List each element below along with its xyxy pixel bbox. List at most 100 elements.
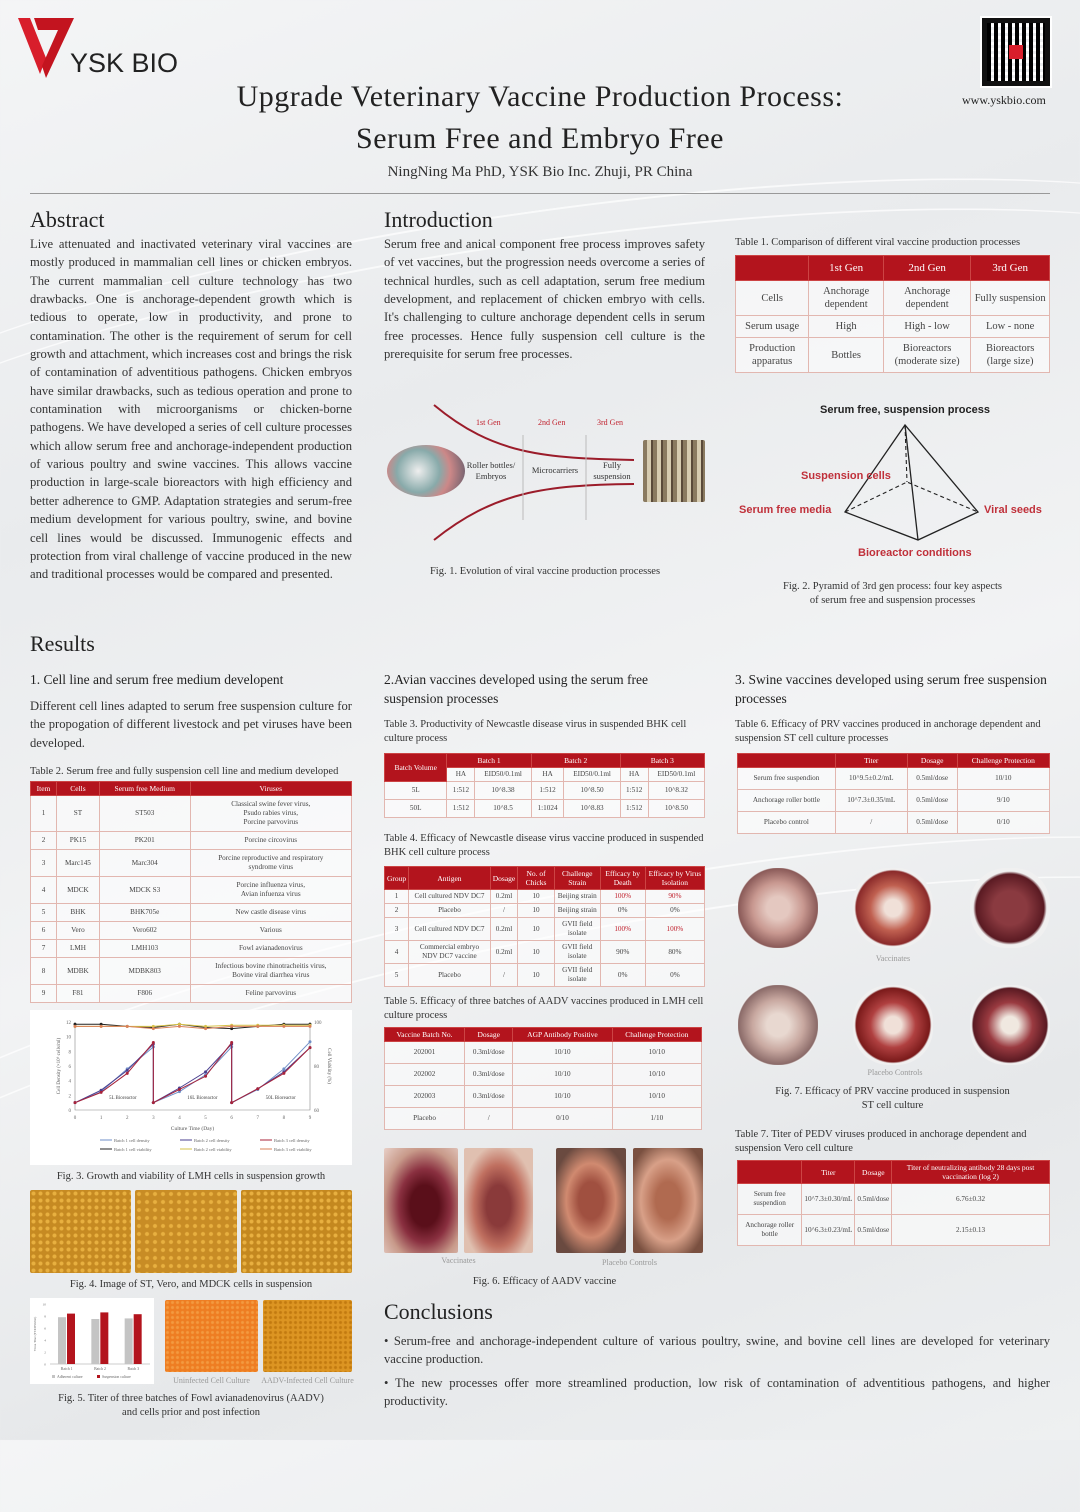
- table-cell: Placebo: [408, 963, 491, 987]
- y-axis-label: Virus Titer (TCID50/ml): [33, 1316, 37, 1351]
- y2-tick-label: 80: [314, 1065, 320, 1070]
- data-point: [282, 1067, 286, 1071]
- column-header: Dosage: [464, 1027, 514, 1042]
- vaccinate-organ-photo: [464, 1148, 533, 1253]
- column-header: Batch Volume: [383, 753, 448, 782]
- qr-logo-icon: [1009, 45, 1023, 59]
- table-cell: GVII field isolate: [553, 940, 601, 964]
- table-cell: Placebo: [383, 1107, 466, 1130]
- column-header: Titer of neutralizing antibody 28 days p…: [891, 1160, 1050, 1184]
- table-cell: 202001: [383, 1041, 466, 1064]
- section-3-heading: 3. Swine vaccines developed using serum …: [735, 672, 1047, 706]
- bar: [124, 1318, 133, 1364]
- table-cell: 10^8.32: [647, 781, 706, 800]
- table-cell: 0%: [599, 903, 646, 918]
- caption-line: and cells prior and post infection: [122, 1407, 260, 1418]
- table-cell: 10^8.5: [474, 799, 532, 818]
- table-cell: High - low: [882, 315, 972, 338]
- table-row: 4 MDCK MDCK S3 Porcine influenza virus, Avia…: [30, 876, 353, 904]
- x-tick-label: Batch 3: [127, 1367, 139, 1371]
- legend-swatch: [97, 1375, 100, 1378]
- table4-grid: Group Antigen Dosage No. of Chicks Challenge…: [383, 866, 706, 987]
- table-cell: Beijing strain: [553, 889, 601, 904]
- table-cell: 9/10: [956, 789, 1051, 812]
- table1-grid: 1st Gen 2nd Gen 3rd Gen Cells Anchorage depe…: [734, 255, 1050, 373]
- table-cell: 10/10: [611, 1085, 703, 1108]
- data-point: [256, 1087, 260, 1091]
- table-cell: 8: [30, 957, 57, 985]
- table-cell: 0%: [599, 963, 646, 987]
- table-7-caption: Table 7. Titer of PEDV viruses produced …: [735, 1129, 1027, 1154]
- vaccinate-lung-photo: [853, 868, 933, 948]
- table-cell: Porcine reproductive and respiratory synd…: [189, 849, 353, 877]
- website[interactable]: www.yskbio.com: [962, 93, 1046, 107]
- x-axis-label: Culture Time (Day): [171, 1125, 215, 1132]
- table-row: 5 Placebo/10 GVII field isolate 0% 0%: [383, 963, 706, 987]
- pyramid-diagram: [843, 423, 980, 541]
- title-line-2: Serum Free and Embryo Free: [356, 122, 724, 155]
- table-cell: 10/10: [611, 1041, 703, 1064]
- legend-label: Batch 3 cell viability: [274, 1147, 312, 1152]
- table-cell: Placebo: [408, 903, 491, 918]
- table-cell: BHK705e: [98, 903, 191, 922]
- column-header: Viruses: [189, 781, 353, 796]
- data-point: [151, 1024, 155, 1028]
- header-divider: [30, 193, 1050, 194]
- y-tick-label: 4: [69, 1080, 72, 1085]
- table-row: Serum usage High High - low Low - none: [734, 315, 1050, 338]
- table-row: 5 BHK BHK705e New castle disease virus: [30, 903, 353, 922]
- data-point: [177, 1090, 181, 1094]
- table-cell: 5: [30, 903, 57, 922]
- series-line: [74, 1042, 311, 1104]
- table-cell: 7: [30, 939, 57, 958]
- table-cell: 10: [517, 940, 555, 964]
- stage-label: Roller bottles/ Embryos: [466, 460, 516, 481]
- bioreactor-annotation: 5L Bioreactor: [109, 1096, 137, 1101]
- table-cell: MDBK: [55, 957, 100, 985]
- table-cell: 0.3ml/dose: [464, 1041, 514, 1064]
- legend-label: Batch 2 cell viability: [194, 1147, 232, 1152]
- abstract-heading: Abstract: [30, 207, 105, 232]
- y-tick-label: 0: [69, 1109, 72, 1114]
- vaccinate-brain-photo: [738, 868, 818, 948]
- table-5: Vaccine Batch No. Dosage AGP Antibody Posi…: [383, 1027, 703, 1130]
- gen-label: 1st Gen: [476, 418, 501, 427]
- table-cell: Vero602: [98, 921, 191, 940]
- table-cell: F806: [98, 984, 191, 1003]
- column-header: Dosage: [906, 753, 958, 768]
- caption-line: Fig. 7. Efficacy of PRV vaccine produced…: [775, 1086, 1010, 1097]
- table-row: Cells Anchorage dependent Anchorage depend…: [734, 280, 1050, 316]
- data-point: [204, 1027, 208, 1031]
- caption-line: Fig. 2. Pyramid of 3rd gen process: four…: [783, 581, 1002, 592]
- table-row: 2 Placebo/10 Beijing strain 0% 0%: [383, 903, 706, 918]
- legend-label: Batch 1 cell density: [114, 1138, 150, 1143]
- table-cell: 1:512: [619, 781, 649, 800]
- table-cell: Anchorage dependent: [882, 280, 972, 316]
- table-cell: 10: [517, 903, 555, 918]
- y-tick-label: 10: [43, 1303, 47, 1307]
- section-1-heading: 1. Cell line and serum free medium devel…: [30, 672, 284, 687]
- y-tick-label: 12: [66, 1021, 72, 1026]
- table-cell: Porcine influenza virus, Avian infuenza v…: [189, 876, 353, 904]
- author-line: NingNing Ma PhD, YSK Bio Inc. Zhuji, PR …: [387, 164, 693, 180]
- table-cell: Marc304: [98, 849, 191, 877]
- table-row: 202003 0.3ml/dose 10/10 10/10: [383, 1085, 703, 1108]
- column-header: [736, 1160, 803, 1184]
- x-tick-label: 5: [204, 1116, 207, 1121]
- column-header: Efficacy by Virus Isolation: [644, 866, 706, 890]
- column-header: Cells: [55, 781, 100, 796]
- y-tick-label: 0: [44, 1363, 46, 1367]
- infected-culture-image: [263, 1300, 352, 1372]
- table-cell: Classical swine fever virus, Psudo rabies…: [189, 795, 353, 832]
- gen-label: 3rd Gen: [597, 418, 623, 427]
- x-tick-label: 0: [74, 1116, 77, 1121]
- data-point: [73, 1022, 77, 1026]
- image-label: Uninfected Cell Culture: [173, 1376, 250, 1385]
- table-cell: LMH103: [98, 939, 191, 958]
- table-cell: Bioreactors (moderate size): [882, 337, 972, 373]
- table-cell: Serum free suspendion: [737, 767, 836, 790]
- table-cell: 0.5ml/dose: [906, 811, 958, 834]
- column-header: Titer: [834, 753, 908, 768]
- column-header: Vaccine Batch No.: [383, 1027, 466, 1042]
- table-row: 8 MDBK MDBK803 Infectious bovine rhinotrach…: [30, 957, 353, 985]
